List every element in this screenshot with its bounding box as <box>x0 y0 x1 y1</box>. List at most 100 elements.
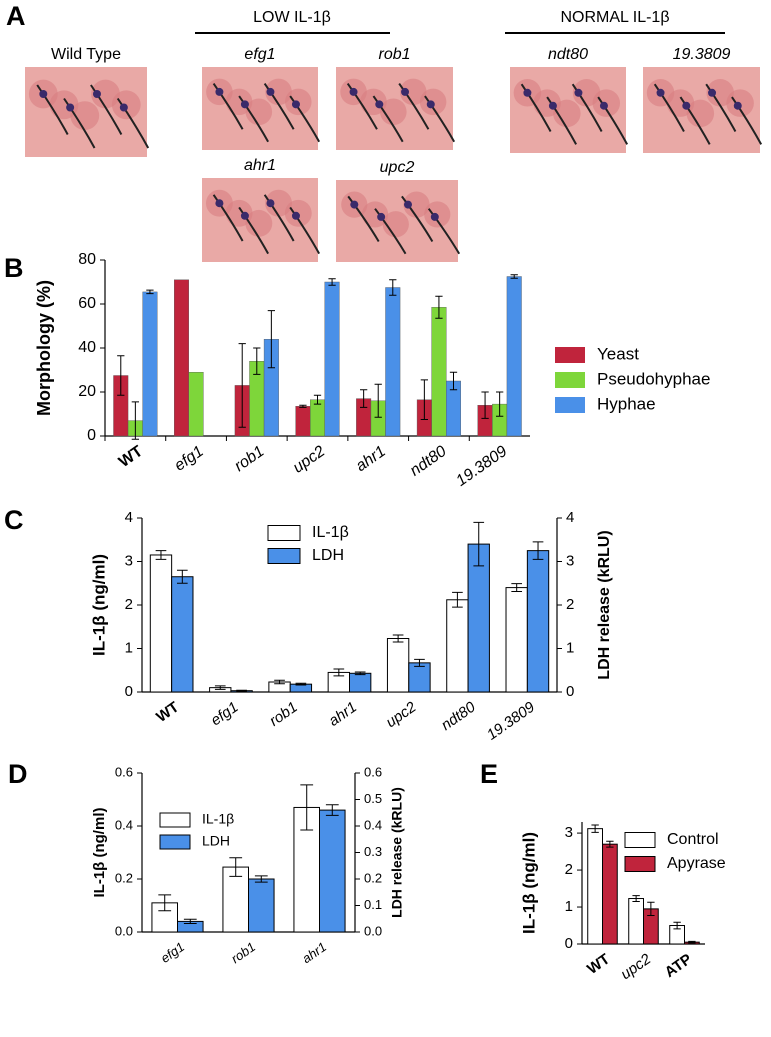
error-bar <box>532 541 544 560</box>
hypha <box>116 97 150 149</box>
bar <box>222 866 250 933</box>
bar <box>349 672 372 693</box>
legend-swatch <box>624 856 656 872</box>
legend-swatch <box>159 812 191 828</box>
error-bar <box>214 685 226 690</box>
x-tick-label: efg1 <box>172 443 207 475</box>
y-tick-label: 0 <box>125 683 133 700</box>
bar <box>310 399 325 437</box>
error-bar <box>374 383 382 418</box>
nucleus <box>266 87 275 96</box>
y2-tick-label: 1 <box>566 639 574 656</box>
legend-label: LDH <box>202 833 230 849</box>
error-bar <box>299 404 307 408</box>
hypha <box>36 84 69 135</box>
y2-axis-label: LDH release (kRLU) <box>596 530 613 679</box>
error-bar <box>510 274 518 279</box>
error-bar <box>183 918 197 925</box>
y-tick-label: 1 <box>565 898 573 915</box>
y2-tick-label: 0.2 <box>364 870 382 885</box>
bar <box>142 291 158 437</box>
x-tick-label: 19.3809 <box>484 698 539 743</box>
hypha <box>679 96 711 145</box>
error-bar <box>236 689 247 692</box>
error-bar <box>673 921 681 930</box>
x-tick-label: ahr1 <box>353 443 389 475</box>
error-bar <box>295 682 307 686</box>
nucleus <box>39 90 48 98</box>
y-tick-label: 0.6 <box>115 764 133 779</box>
cell <box>360 88 387 116</box>
hypha <box>520 83 552 132</box>
legend-label: Pseudohyphae <box>597 369 710 388</box>
x-tick-label: ahr1 <box>299 939 329 966</box>
x-tick-label: WT <box>153 699 182 726</box>
hypha <box>398 83 430 130</box>
x-tick-label: efg1 <box>208 699 242 730</box>
nucleus <box>574 88 583 97</box>
error-bar <box>300 784 314 831</box>
x-tick-label: WT <box>116 443 146 471</box>
image-label: upc2 <box>380 159 415 176</box>
bar <box>505 587 528 693</box>
legend-swatch <box>555 397 585 413</box>
bar <box>149 554 173 693</box>
panel-letter: C <box>4 505 24 535</box>
y-tick-label: 0.4 <box>115 817 133 832</box>
bar <box>446 599 469 693</box>
legend-label: IL-1β <box>202 811 234 827</box>
error-bar <box>328 278 336 286</box>
image-label: 19.3809 <box>673 46 731 63</box>
nucleus <box>430 212 439 221</box>
error-bar <box>449 371 458 391</box>
hypha <box>63 97 96 149</box>
y-tick-label: 0.0 <box>115 923 133 938</box>
y-tick-label: 3 <box>125 552 133 569</box>
y-tick-label: 4 <box>125 509 133 526</box>
error-bar <box>354 671 366 676</box>
cell <box>380 98 407 126</box>
error-bar <box>274 679 285 685</box>
y2-tick-label: 0.1 <box>364 897 382 912</box>
error-bar <box>146 289 154 295</box>
error-bar <box>176 569 188 584</box>
legend-label: Control <box>667 831 719 848</box>
group-label: NORMAL IL-1β <box>560 9 669 26</box>
nucleus <box>377 212 386 221</box>
y-tick-label: 20 <box>78 383 96 400</box>
y-tick-label: 2 <box>125 596 133 613</box>
nucleus <box>215 87 224 96</box>
nucleus <box>682 101 691 110</box>
bar <box>602 843 618 945</box>
y2-tick-label: 4 <box>566 509 574 526</box>
x-tick-label: upc2 <box>290 443 328 477</box>
y-tick-label: 0.2 <box>115 870 133 885</box>
cell <box>382 211 409 238</box>
hypha <box>427 208 461 255</box>
hypha <box>289 206 321 255</box>
image-label: rob1 <box>378 46 410 63</box>
cell <box>225 88 253 116</box>
bar <box>174 279 189 437</box>
error-bar <box>435 295 443 319</box>
bar <box>431 307 447 437</box>
y-tick-label: 40 <box>78 339 96 356</box>
nucleus <box>656 88 665 97</box>
error-bar <box>632 895 640 902</box>
error-bar <box>155 550 167 560</box>
bar <box>506 276 522 437</box>
nucleus <box>349 87 358 96</box>
group-label: LOW IL-1β <box>253 9 331 26</box>
hypha <box>374 208 407 255</box>
hypha <box>347 195 380 243</box>
error-bar <box>325 804 339 816</box>
cell <box>245 209 273 237</box>
hypha <box>571 83 603 132</box>
nucleus <box>240 100 249 109</box>
x-tick-label: ahr1 <box>326 699 360 730</box>
y-axis-label: IL-1β (ng/ml) <box>89 554 108 656</box>
hypha <box>263 194 295 242</box>
y-axis-label: Morphology (%) <box>34 280 54 416</box>
